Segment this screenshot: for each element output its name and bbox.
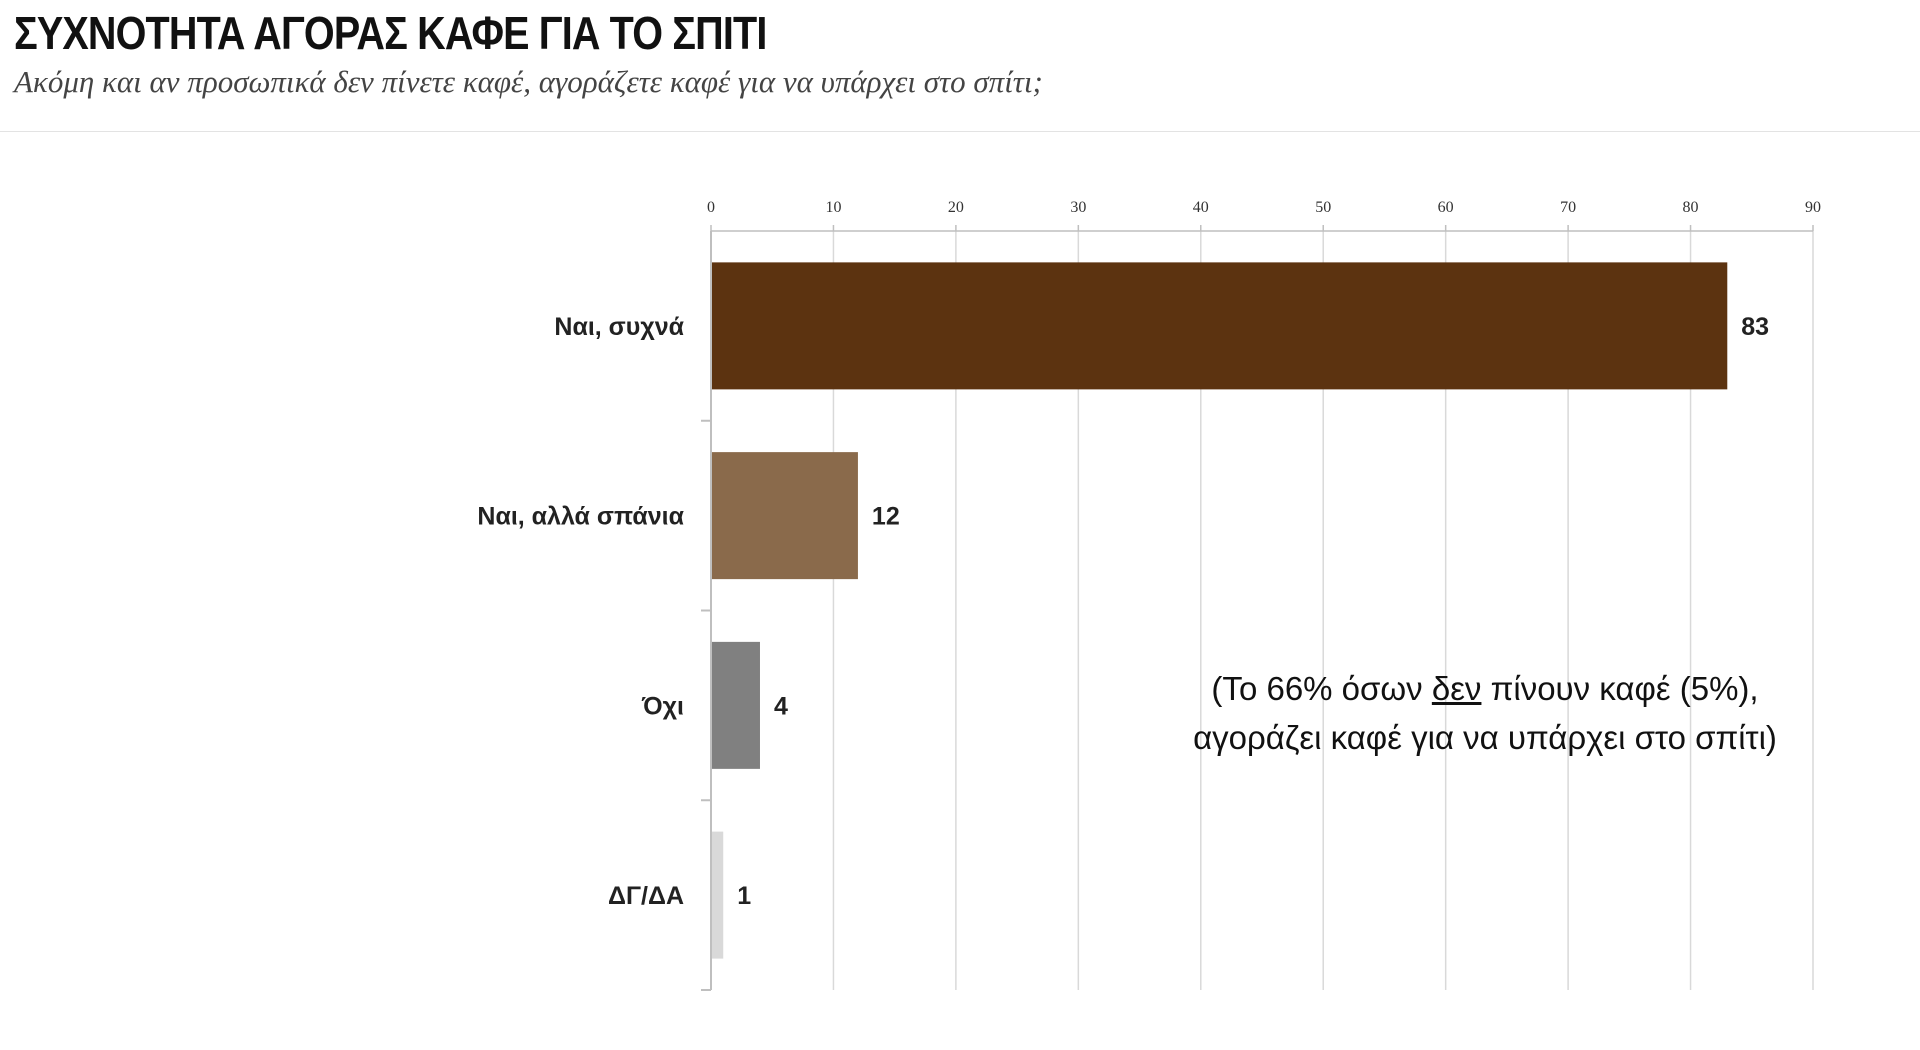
x-tick-label-0: 0 <box>707 199 715 216</box>
x-tick-label-50: 50 <box>1315 199 1331 216</box>
x-tick-label-90: 90 <box>1805 199 1821 216</box>
x-tick-label-20: 20 <box>948 199 964 216</box>
x-tick-label-60: 60 <box>1438 199 1454 216</box>
chart-title: ΣΥΧΝΟΤΗΤΑ ΑΓΟΡΑΣ ΚΑΦΕ ΓΙΑ ΤΟ ΣΠΙΤΙ <box>14 7 767 59</box>
category-label-1: Ναι, αλλά σπάνια <box>477 503 684 531</box>
bar-2 <box>712 641 760 769</box>
x-tick-label-40: 40 <box>1193 199 1209 216</box>
value-label-1: 12 <box>872 503 900 531</box>
annotation-underlined-word: δεν <box>1431 670 1482 707</box>
chart-annotation: (Το 66% όσων δεν πίνουν καφέ (5%), αγορά… <box>1150 664 1820 762</box>
x-tick-label-80: 80 <box>1683 199 1699 216</box>
annotation-text-end: πίνουν καφέ (5%), <box>1481 670 1759 707</box>
value-label-3: 1 <box>737 882 751 910</box>
annotation-text-start: (Το 66% όσων <box>1211 670 1432 707</box>
category-label-0: Ναι, συχνά <box>554 313 684 341</box>
value-label-0: 83 <box>1741 313 1769 341</box>
category-label-2: Όχι <box>641 692 684 720</box>
bar-0 <box>712 262 1728 390</box>
bar-1 <box>712 452 858 580</box>
x-tick-label-70: 70 <box>1560 199 1576 216</box>
category-label-3: ΔΓ/ΔΑ <box>608 882 684 910</box>
value-label-2: 4 <box>774 692 788 720</box>
bar-3 <box>712 831 724 959</box>
x-tick-label-30: 30 <box>1070 199 1086 216</box>
header-divider <box>0 131 1920 132</box>
annotation-line-2: αγοράζει καφέ για να υπάρχει στο σπίτι) <box>1193 719 1777 756</box>
chart-subtitle: Ακόμη και αν προσωπικά δεν πίνετε καφέ, … <box>14 64 1043 99</box>
x-tick-label-10: 10 <box>825 199 841 216</box>
